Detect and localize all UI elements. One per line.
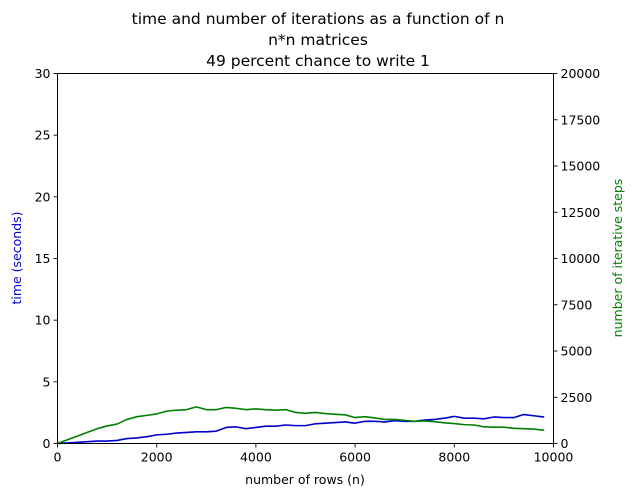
y-left-tick-label: 15	[35, 251, 51, 266]
y-left-tick-label: 20	[35, 189, 51, 204]
y-left-tick-label: 10	[35, 313, 51, 328]
time-series-line	[56, 413, 545, 445]
x-tick-label: 2000	[141, 450, 173, 465]
y-right-axis-label: number of iterative steps	[610, 179, 625, 338]
y-left-tick-label: 30	[35, 66, 51, 81]
x-tick-label: 6000	[339, 450, 371, 465]
y-left-tick-label: 25	[35, 128, 51, 143]
y-right-tick-label: 20000	[561, 66, 601, 81]
y-left-tick-label: 5	[43, 374, 51, 389]
chart-title: time and number of iterations as a funct…	[132, 10, 505, 70]
y-right-tick-label: 7500	[561, 297, 593, 312]
x-axis-ticks: 0 2000 4000 6000 8000 10000	[54, 443, 574, 465]
y-right-axis-ticks: 0 2500 5000 7500 10000 12500 15000 17500 20000	[553, 66, 601, 451]
x-tick-label: 4000	[240, 450, 272, 465]
plot-frame	[57, 73, 554, 444]
x-tick-label: 10000	[534, 450, 574, 465]
x-axis-label: number of rows (n)	[245, 472, 365, 487]
y-left-axis-ticks: 0 5 10 15 20 25 30	[35, 66, 58, 451]
y-right-tick-label: 10000	[561, 251, 601, 266]
x-tick-label: 8000	[438, 450, 470, 465]
y-right-tick-label: 15000	[561, 159, 601, 174]
title-line-3: 49 percent chance to write 1	[206, 52, 430, 70]
y-right-tick-label: 2500	[561, 390, 593, 405]
title-line-2: n*n matrices	[268, 31, 368, 49]
x-tick-label: 0	[54, 450, 62, 465]
y-right-tick-label: 17500	[561, 112, 601, 127]
y-right-tick-label: 12500	[561, 205, 601, 220]
title-line-1: time and number of iterations as a funct…	[132, 10, 505, 28]
iterations-series-line	[56, 406, 545, 445]
y-right-tick-label: 5000	[561, 344, 593, 359]
y-left-axis-label: time (seconds)	[9, 211, 24, 304]
series-layer	[56, 406, 545, 445]
y-right-tick-label: 0	[561, 436, 569, 451]
y-left-tick-label: 0	[43, 436, 51, 451]
